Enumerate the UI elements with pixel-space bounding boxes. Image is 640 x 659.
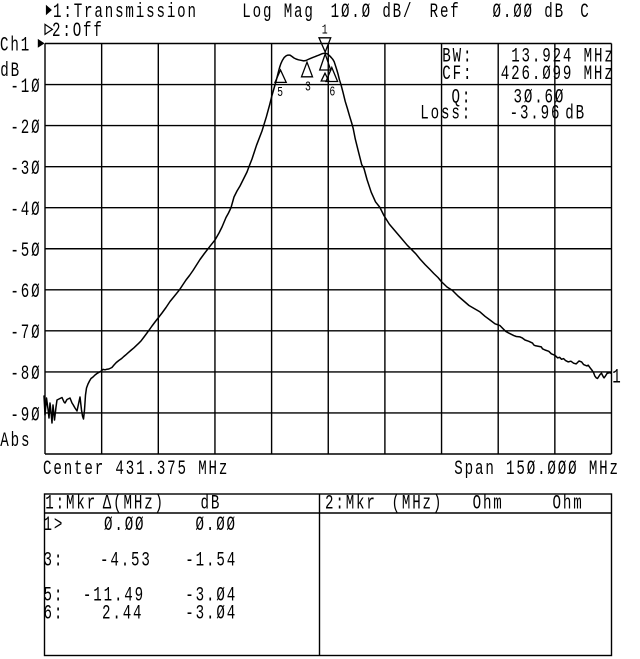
svg-text:1Ø.Ø dB/: 1Ø.Ø dB/ bbox=[331, 1, 414, 24]
svg-text:13.924 MHz: 13.924 MHz bbox=[511, 45, 614, 68]
svg-text:426.Ø99 MHz: 426.Ø99 MHz bbox=[501, 63, 615, 86]
svg-text:2:Off: 2:Off bbox=[52, 20, 104, 43]
svg-text:Ohm: Ohm bbox=[553, 492, 584, 515]
svg-text:2:Mkr: 2:Mkr bbox=[325, 492, 377, 515]
svg-text:1: 1 bbox=[322, 22, 329, 38]
svg-text:1>: 1> bbox=[44, 514, 65, 537]
svg-text:-8Ø: -8Ø bbox=[10, 363, 41, 386]
svg-text:-4Ø: -4Ø bbox=[10, 199, 41, 222]
svg-text:-5Ø: -5Ø bbox=[10, 240, 41, 263]
svg-text:1: 1 bbox=[612, 366, 622, 389]
svg-text:-1.54: -1.54 bbox=[185, 549, 237, 572]
svg-text:Loss:: Loss: bbox=[420, 102, 472, 125]
svg-text:Log Mag: Log Mag bbox=[242, 1, 314, 24]
svg-text:-9Ø: -9Ø bbox=[10, 404, 41, 427]
svg-text:-7Ø: -7Ø bbox=[10, 322, 41, 345]
svg-text:6: 6 bbox=[329, 84, 336, 100]
svg-text:BW:: BW: bbox=[442, 45, 473, 68]
svg-text:-3.96: -3.96 bbox=[510, 102, 562, 125]
svg-text:5: 5 bbox=[277, 84, 284, 100]
svg-text:6:: 6: bbox=[44, 602, 65, 625]
svg-text:-3.Ø4: -3.Ø4 bbox=[185, 602, 237, 625]
svg-text:Δ(MHz): Δ(MHz) bbox=[103, 492, 165, 515]
svg-text:1:Mkr: 1:Mkr bbox=[45, 492, 97, 515]
svg-text:2.44: 2.44 bbox=[102, 602, 143, 625]
svg-text:Abs: Abs bbox=[0, 430, 31, 453]
svg-text:-11.49: -11.49 bbox=[83, 584, 145, 607]
svg-text:dB: dB bbox=[565, 102, 586, 125]
svg-text:-6Ø: -6Ø bbox=[10, 281, 41, 304]
svg-text:3: 3 bbox=[305, 79, 312, 95]
svg-text:-4.53: -4.53 bbox=[100, 549, 152, 572]
svg-text:5:: 5: bbox=[44, 584, 65, 607]
svg-text:Span 15Ø.ØØØ MHz: Span 15Ø.ØØØ MHz bbox=[454, 458, 620, 481]
svg-text:Ref: Ref bbox=[430, 1, 461, 24]
svg-text:dB: dB bbox=[0, 60, 21, 83]
svg-text:Ch1: Ch1 bbox=[0, 34, 31, 57]
svg-text:-3.Ø4: -3.Ø4 bbox=[185, 584, 237, 607]
svg-text:Q:: Q: bbox=[452, 86, 473, 109]
svg-text:CF:: CF: bbox=[442, 63, 473, 86]
svg-text:-3Ø: -3Ø bbox=[10, 158, 41, 181]
svg-text:Ø.ØØ: Ø.ØØ bbox=[196, 514, 237, 537]
svg-text:Ø.ØØ dB: Ø.ØØ dB bbox=[493, 1, 565, 24]
svg-text:(MHz): (MHz) bbox=[392, 492, 444, 515]
svg-text:3:: 3: bbox=[44, 549, 65, 572]
svg-text:Ohm: Ohm bbox=[473, 492, 504, 515]
svg-text:C: C bbox=[580, 1, 590, 24]
svg-text:3Ø.6Ø: 3Ø.6Ø bbox=[514, 86, 566, 109]
svg-text:Center 431.375 MHz: Center 431.375 MHz bbox=[43, 458, 229, 481]
svg-text:-2Ø: -2Ø bbox=[10, 117, 41, 140]
svg-text:Ø.ØØ: Ø.ØØ bbox=[104, 514, 145, 537]
svg-text:1:Transmission: 1:Transmission bbox=[53, 1, 198, 24]
svg-text:dB: dB bbox=[201, 492, 222, 515]
svg-text:-1Ø: -1Ø bbox=[10, 76, 41, 99]
